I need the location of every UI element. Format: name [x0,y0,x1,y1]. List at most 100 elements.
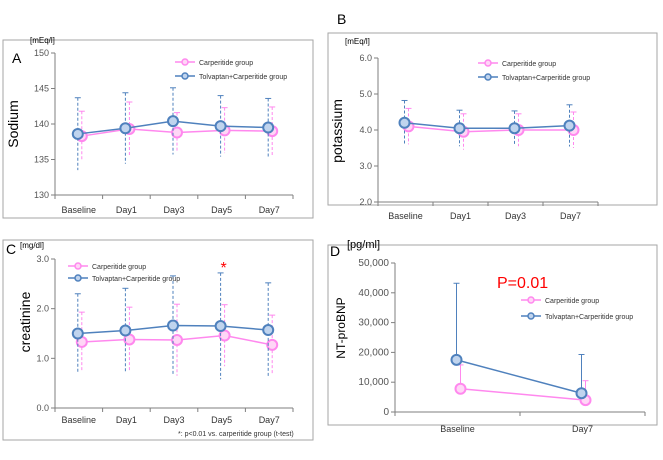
y-tick-label: 150 [34,48,49,58]
y-tick-label: 40,000 [358,288,389,299]
series-tolvaptan-carperitide [398,99,576,147]
y-tick-label: 30,000 [358,318,389,329]
series-tolvaptan-carperitide [450,282,588,400]
y-tick-label: 130 [34,190,49,200]
y-tick-label: 1.0 [36,353,49,363]
panel-d: D [pg/ml] NT-proBNP 0 10,000 20,000 30,000 40,0… [327,239,658,434]
legend-marker [74,262,82,270]
x-tick-label: Baseline [388,211,423,221]
unit-label: [mEq/l] [345,37,370,46]
data-point [119,122,132,135]
x-tick-label: Baseline [62,415,97,425]
series-carperitide [75,303,279,376]
data-point [453,122,466,135]
legend-marker [484,59,492,67]
legend-label: Carperitide group [199,60,253,67]
series-line [460,388,586,401]
x-tick-label: Day1 [450,211,471,221]
y-tick-label: 2.0 [359,197,372,207]
panel-frame [327,32,658,206]
x-tick-label: Day7 [259,415,280,425]
footnote: *: p<0.01 vs. carperitide group (t-test) [178,431,294,438]
y-tick-label: 4.0 [359,125,372,135]
data-point [508,122,521,135]
x-tick-label: Baseline [62,205,97,215]
panel-letter: A [12,50,22,66]
data-point [575,387,588,400]
y-tick-label: 0 [383,407,389,418]
y-tick-label: 20,000 [358,347,389,358]
series-carperitide [454,364,592,407]
data-point [171,126,183,139]
data-point [262,324,275,337]
series-line [456,359,582,394]
legend-label: Tolvaptan+Carperitide group [502,75,590,82]
data-point [71,127,84,140]
panel-c: C [mg/dl] creatinine 0.0 1.0 2.0 3.0 Baseline Da… [2,239,314,441]
x-tick-label: Day1 [116,205,137,215]
data-point [171,333,183,346]
x-tick-label: Day7 [259,205,280,215]
legend-marker [181,58,189,66]
legend-label: Tolvaptan+Carperitide group [92,276,180,283]
y-axis-title: potassium [329,99,345,163]
data-point [167,115,179,128]
y-axis-title: Sodium [5,100,21,147]
data-point [214,320,227,333]
data-point [454,382,467,395]
legend-marker [527,296,535,304]
significance-marker: * [220,260,226,277]
data-point [214,120,227,133]
legend-marker [484,73,492,81]
panel-a: A [mEq/l] Sodium 130 135 140 145 150 Baseline Day… [2,36,314,219]
legend-label: Carperitide group [502,61,556,68]
unit-label: [mEq/l] [30,36,55,45]
panel-frame [327,244,658,426]
y-tick-label: 145 [34,84,49,94]
y-axis-title: NT-proBNP [334,297,348,358]
legend-marker [527,312,535,320]
x-tick-label: Day3 [163,415,184,425]
x-tick-label: Day5 [211,205,232,215]
y-tick-label: 140 [34,119,49,129]
x-tick-label: Day7 [560,211,581,221]
unit-label: [mg/dl] [20,241,44,250]
legend-label: Tolvaptan+Carperitide group [545,314,633,321]
data-point [119,324,132,337]
series-tolvaptan-carperitide [71,272,275,380]
data-point [398,116,411,129]
x-tick-label: Day3 [505,211,526,221]
x-tick-label: Day7 [572,424,593,434]
x-tick-label: Day5 [211,415,232,425]
y-tick-label: 3.0 [359,161,372,171]
y-tick-label: 135 [34,155,49,165]
legend-label: Carperitide group [92,264,146,271]
y-tick-label: 50,000 [358,258,389,269]
data-point [167,319,179,332]
y-axis-title: creatinine [17,291,33,352]
panel-letter: C [6,241,16,257]
x-tick-label: Day1 [116,415,137,425]
legend-marker [181,72,189,80]
series-line [404,122,570,129]
legend-label: Carperitide group [545,298,599,305]
y-tick-label: 6.0 [359,53,372,63]
data-point [450,353,463,366]
y-tick-label: 2.0 [36,304,49,314]
y-tick-label: 0.0 [36,403,49,413]
panel-letter: D [330,243,340,259]
unit-label: [pg/ml] [347,239,380,251]
data-point [262,121,275,134]
p-value-label: P=0.01 [497,275,548,292]
panel-b: B [mEq/l] potassium 2.0 3.0 4.0 5.0 6.0 Baseline… [327,11,658,221]
data-point [71,327,84,340]
series-tolvaptan-carperitide [71,87,275,171]
data-point [266,338,279,351]
data-point [563,119,576,132]
legend-marker [74,274,82,282]
y-tick-label: 3.0 [36,254,49,264]
legend-label: Tolvaptan+Carperitide group [199,74,287,81]
x-tick-label: Baseline [440,424,475,434]
series-line [408,125,574,133]
